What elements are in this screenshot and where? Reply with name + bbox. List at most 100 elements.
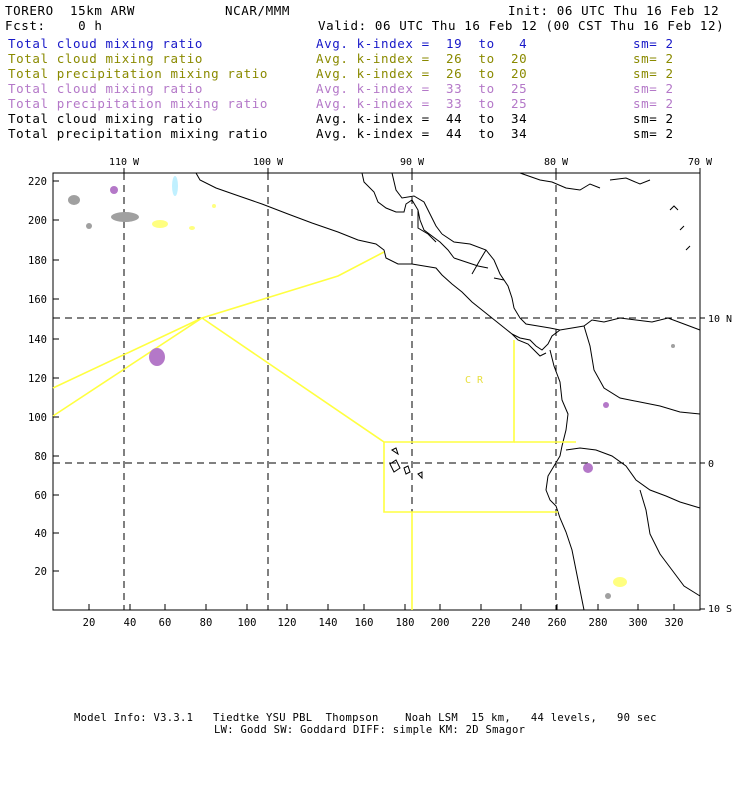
lat-label: 10 N <box>708 314 732 325</box>
lon-labels: 110 W 100 W 90 W 80 W 70 W <box>109 157 713 168</box>
lon-label: 80 W <box>544 157 569 168</box>
model-title: TORERO 15km ARW <box>5 3 136 18</box>
x-tick-label: 120 <box>278 617 297 629</box>
x-tick-label: 260 <box>548 617 567 629</box>
yucatan <box>391 172 443 235</box>
field-range: Avg. k-index = 33 to 25 <box>316 96 528 111</box>
x-tick-label: 240 <box>512 617 531 629</box>
field-name: Total cloud mixing ratio <box>8 36 204 51</box>
cloud-blob <box>603 402 609 408</box>
field-range: Avg. k-index = 44 to 34 <box>316 111 528 126</box>
y-tick-label: 120 <box>28 373 47 385</box>
cloud-blob <box>212 204 216 208</box>
border-ecuador-peru <box>565 447 701 509</box>
field-range: Avg. k-index = 26 to 20 <box>316 51 528 66</box>
central-america-caribbean <box>441 233 585 331</box>
region-boundaries <box>52 251 576 610</box>
field-smoothing: sm= 2 <box>633 126 674 141</box>
field-name: Total precipitation mixing ratio <box>8 126 269 141</box>
cloud-blob <box>583 463 593 473</box>
galapagos <box>389 447 423 480</box>
field-smoothing: sm= 2 <box>633 111 674 126</box>
lon-label: 90 W <box>400 157 425 168</box>
field-smoothing: sm= 2 <box>633 51 674 66</box>
boundary-pacific-north <box>52 251 385 417</box>
y-tick-label: 220 <box>28 176 47 188</box>
field-row: Total cloud mixing ratio Avg. k-index = … <box>8 111 673 186</box>
cloud-blob <box>613 577 627 587</box>
x-tick-label: 320 <box>665 617 684 629</box>
cloud-blob <box>189 226 195 230</box>
south-america-west <box>545 349 585 611</box>
field-smoothing: sm= 2 <box>633 66 674 81</box>
x-tick-label: 220 <box>472 617 491 629</box>
lon-label: 70 W <box>688 157 713 168</box>
field-name: Total cloud mixing ratio <box>8 51 204 66</box>
field-row: Total cloud mixing ratio Avg. k-index = … <box>8 36 673 111</box>
field-smoothing: sm= 2 <box>633 96 674 111</box>
lat-label: 10 S <box>708 604 732 615</box>
cloud-blob <box>172 176 178 196</box>
model-physics: LW: Godd SW: Goddard DIFF: simple KM: 2D… <box>214 724 526 736</box>
field-row: Total precipitation mixing ratio Avg. k-… <box>8 66 673 141</box>
y-tick-label: 140 <box>28 334 47 346</box>
cloud-blob <box>152 220 168 228</box>
x-tick-label: 60 <box>159 617 172 629</box>
x-tick-label: 100 <box>238 617 257 629</box>
cloud-blob <box>68 195 80 205</box>
field-name: Total precipitation mixing ratio <box>8 66 269 81</box>
cloud-blob <box>111 212 139 222</box>
map-plot: 20 40 60 80 100 120 140 160 180 200 220 … <box>28 157 732 629</box>
boundary-pacific-mid <box>52 317 203 389</box>
border-peru-brazil <box>639 489 701 597</box>
source-label: NCAR/MMM <box>225 3 291 18</box>
y-tick-label: 60 <box>34 490 47 502</box>
boundary-south <box>383 441 576 610</box>
x-tick-label: 40 <box>124 617 137 629</box>
forecast-hour: Fcst: 0 h <box>5 18 103 33</box>
field-name: Total precipitation mixing ratio <box>8 96 269 111</box>
field-row: Total precipitation mixing ratio Avg. k-… <box>8 126 673 201</box>
x-tick-label: 180 <box>396 617 415 629</box>
precipitation-blobs <box>68 176 675 599</box>
field-name: Total cloud mixing ratio <box>8 81 204 96</box>
field-smoothing: sm= 2 <box>633 81 674 96</box>
x-tick-labels: 20 40 60 80 100 120 140 160 180 200 220 … <box>83 617 684 629</box>
y-tick-label: 80 <box>34 451 47 463</box>
y-tick-label: 160 <box>28 294 47 306</box>
valid-time: Valid: 06 UTC Thu 16 Feb 12 (00 CST Thu … <box>318 18 725 33</box>
lat-labels: 10 N 0 10 S <box>708 314 732 615</box>
border-central <box>417 210 505 281</box>
x-tick-label: 140 <box>319 617 338 629</box>
caribbean-isl <box>669 205 691 251</box>
boundary-pacific-diag <box>201 317 515 443</box>
y-tick-labels: 20 40 60 80 100 120 140 160 180 200 220 <box>28 176 47 578</box>
cloud-blob <box>86 223 92 229</box>
y-tick-label: 40 <box>34 528 47 540</box>
x-tick-label: 300 <box>629 617 648 629</box>
field-row: Total cloud mixing ratio Avg. k-index = … <box>8 81 673 156</box>
cloud-blob <box>149 348 165 366</box>
x-tick-label: 280 <box>589 617 608 629</box>
cloud-blob <box>110 186 118 194</box>
x-tick-label: 80 <box>200 617 213 629</box>
init-time: Init: 06 UTC Thu 16 Feb 12 <box>508 3 720 18</box>
model-info: Model Info: V3.3.1 Tiedtke YSU PBL Thomp… <box>74 712 657 724</box>
tick-marks <box>53 168 705 610</box>
lon-label: 100 W <box>253 157 284 168</box>
field-range: Avg. k-index = 26 to 20 <box>316 66 528 81</box>
field-smoothing: sm= 2 <box>633 36 674 51</box>
mexico-coast <box>195 172 547 357</box>
coastlines <box>195 172 701 611</box>
gulf-coast <box>361 172 455 259</box>
cloud-blob <box>605 593 611 599</box>
field-range: Avg. k-index = 33 to 25 <box>316 81 528 96</box>
lat-lon-grid <box>53 173 700 610</box>
region-label: C R <box>465 375 484 386</box>
x-tick-label: 160 <box>355 617 374 629</box>
border-colombia <box>583 325 701 415</box>
y-tick-label: 200 <box>28 215 47 227</box>
hispaniola <box>609 177 651 185</box>
y-tick-label: 20 <box>34 566 47 578</box>
map-frame <box>52 172 701 611</box>
